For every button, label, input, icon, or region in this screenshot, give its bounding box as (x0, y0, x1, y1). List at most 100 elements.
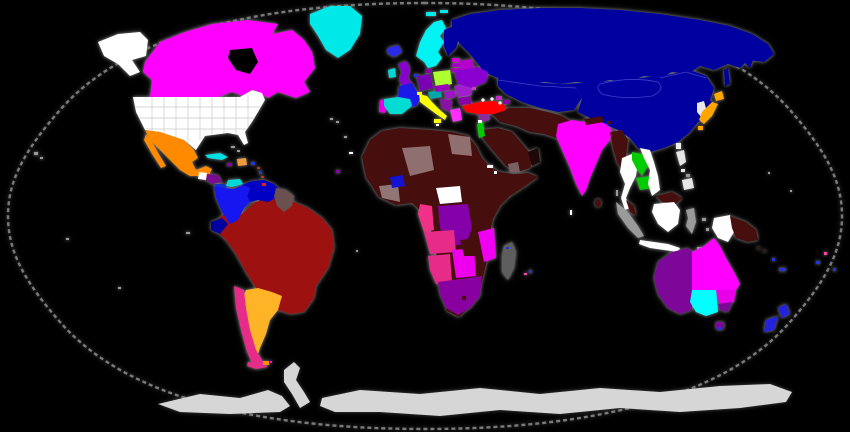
usa-state-borders (133, 95, 262, 150)
island-azores-2 (336, 121, 339, 123)
region-ecuador (211, 218, 228, 234)
region-balkans (440, 99, 452, 112)
region-taiwan (676, 143, 681, 149)
region-bulgaria (458, 96, 471, 105)
island-solomon-2 (763, 250, 766, 252)
island-hispaniola (237, 158, 247, 166)
island-falklands (263, 361, 269, 365)
region-sri-lanka (595, 199, 601, 207)
region-honduras-nicaragua (206, 174, 222, 184)
region-russia (452, 8, 774, 84)
region-australia-nsw (716, 290, 736, 306)
region-india (556, 120, 612, 196)
region-cambodia (636, 176, 652, 190)
region-sumatra (616, 202, 644, 238)
region-mexico (145, 130, 212, 177)
island-new-caledonia (779, 268, 786, 271)
island-andaman (616, 190, 618, 196)
island-reunion (524, 273, 527, 275)
region-uk (398, 61, 412, 88)
region-syria (478, 112, 490, 122)
antarctica-group (158, 362, 792, 416)
region-austria (428, 90, 442, 99)
region-japan-hokkaido (714, 91, 724, 101)
region-thailand (620, 154, 638, 210)
region-cuba (205, 153, 228, 160)
island-moluccas-1 (702, 218, 706, 221)
island-hawaii-2 (40, 157, 43, 159)
region-italy (419, 94, 447, 120)
region-japan-kyushu (698, 126, 703, 130)
island-mauritius (529, 270, 532, 273)
region-venezuela (242, 180, 280, 202)
island-pacific-1 (66, 238, 69, 240)
region-central-african-republic (436, 186, 462, 204)
region-antarctica-main (320, 384, 792, 416)
region-tierra-del-fuego (247, 362, 268, 369)
island-solomon-1 (757, 247, 760, 249)
region-australia-nt-qld (692, 238, 740, 290)
island-azores-1 (330, 118, 333, 120)
region-borneo (652, 202, 680, 232)
region-germany (417, 74, 433, 91)
region-iran-afghanistan-pakistan (490, 108, 576, 142)
island-trinidad (262, 183, 266, 186)
city-dot-1 (481, 98, 485, 102)
region-java (639, 240, 680, 252)
region-greece (450, 108, 462, 122)
region-norway-sweden (416, 20, 446, 68)
region-papua-new-guinea (730, 216, 758, 242)
region-usa (133, 90, 265, 150)
region-guianas (274, 188, 294, 212)
island-jamaica (227, 163, 232, 166)
island-canary (349, 152, 353, 154)
island-maldives (570, 210, 572, 215)
region-angola (424, 230, 456, 254)
region-sicily (434, 119, 441, 123)
region-costa-rica (214, 184, 228, 190)
region-denmark (426, 69, 431, 73)
border-manchuria (659, 71, 707, 79)
region-japan-honshu (699, 102, 718, 124)
region-poland (433, 70, 452, 87)
island-cape-verde (336, 170, 340, 173)
island-puerto-rico (251, 162, 255, 165)
region-brazil-peru-bolivia (213, 197, 334, 314)
region-netherlands (414, 74, 418, 77)
region-new-zealand-south (764, 316, 778, 332)
landmasses (34, 6, 836, 369)
region-bhutan (607, 121, 612, 124)
region-tasmania-dot (718, 327, 721, 330)
region-new-zealand-north (778, 304, 790, 318)
region-philippines-mindanao (682, 178, 694, 190)
island-falklands-dot (270, 361, 272, 363)
island-bahamas-1 (231, 146, 235, 148)
island-antilles-3 (261, 176, 264, 178)
region-antarctica-west (158, 390, 290, 414)
region-sakhalin (724, 68, 730, 86)
state-lines-horizontal (133, 106, 262, 130)
island-micronesia-1 (768, 172, 770, 174)
region-australia-wa (654, 248, 692, 314)
region-niger (402, 146, 434, 176)
state-lines-vertical (151, 95, 249, 150)
region-ireland (388, 68, 396, 78)
region-svalbard-east (440, 10, 448, 13)
island-bahamas-2 (237, 150, 240, 152)
region-israel (477, 122, 485, 138)
projection-border (6, 1, 844, 431)
region-caucasus-north (496, 96, 502, 100)
island-seychelles (506, 247, 509, 249)
region-finland (444, 26, 460, 56)
island-hawaii-1 (34, 152, 38, 155)
region-belarus (458, 59, 474, 70)
region-baja-california (144, 134, 166, 168)
region-egypt (448, 134, 472, 156)
region-greenland (310, 6, 362, 58)
region-lesotho (462, 296, 466, 300)
region-djibouti (494, 171, 497, 174)
region-spain (384, 97, 412, 114)
region-turkey (462, 101, 506, 114)
